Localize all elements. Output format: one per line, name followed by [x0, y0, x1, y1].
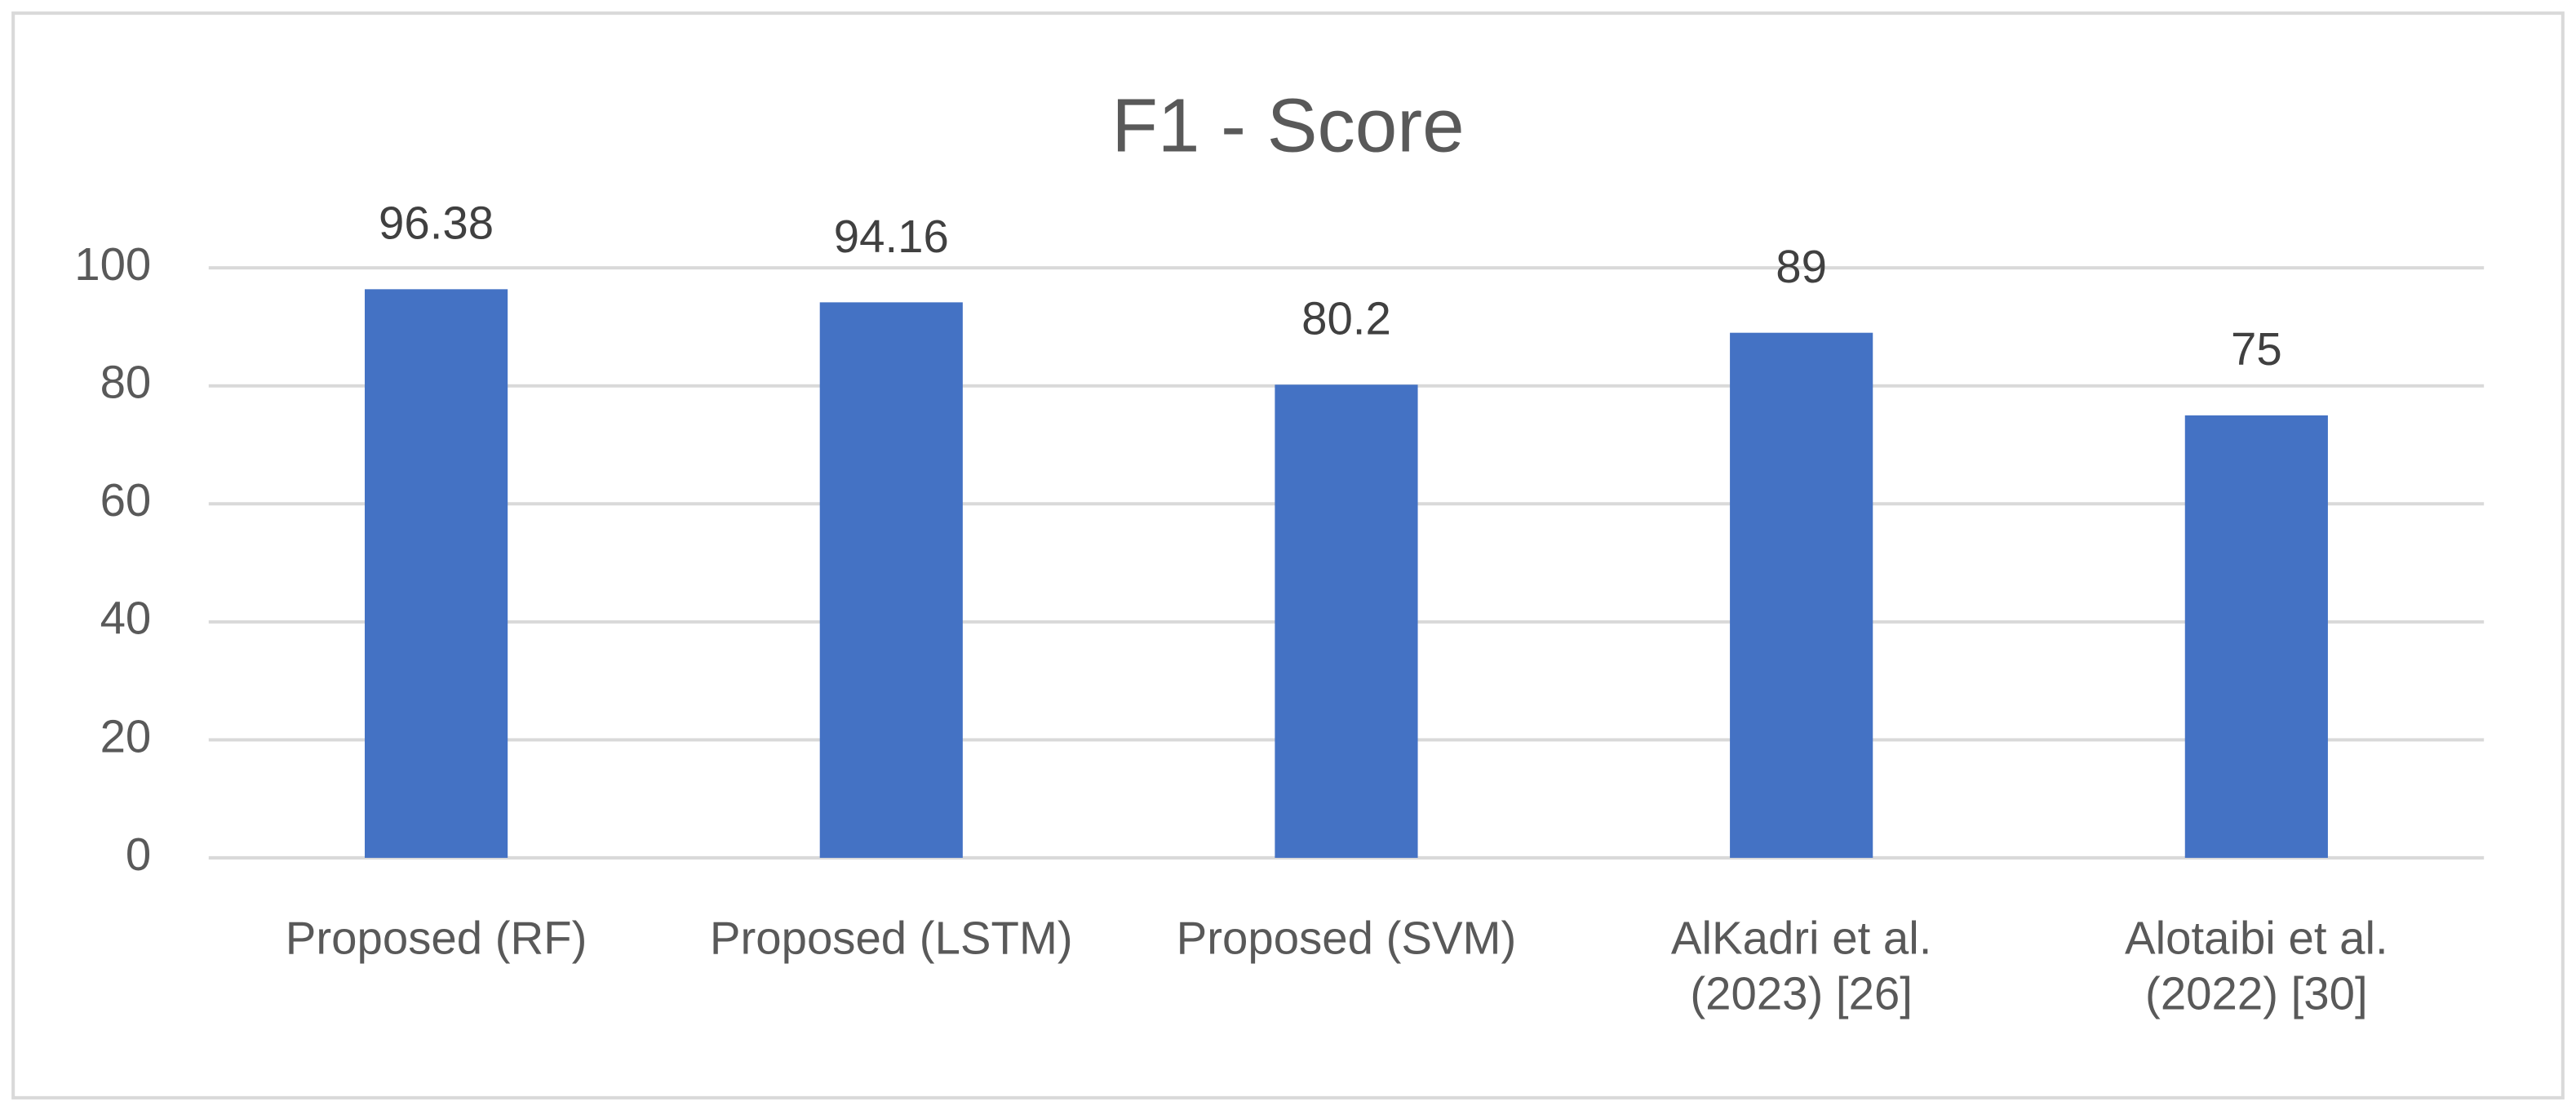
- y-tick-label: 100: [74, 238, 151, 290]
- y-tick-label: 0: [126, 828, 151, 880]
- bar: [1730, 332, 1873, 858]
- bar: [819, 302, 963, 858]
- value-label: 94.16: [834, 211, 949, 262]
- value-label: 75: [2231, 323, 2282, 375]
- bar: [2184, 415, 2328, 858]
- bar: [365, 289, 508, 858]
- x-tick-label: Alotaibi et al. (2022) [30]: [2125, 913, 2388, 1019]
- x-tick-label: Proposed (SVM): [1177, 913, 1517, 964]
- chart-title: F1 - Score: [1111, 83, 1464, 168]
- y-tick-label: 60: [100, 474, 152, 526]
- value-label: 96.38: [379, 198, 494, 249]
- x-tick-label: Proposed (RF): [286, 913, 587, 964]
- x-tick-label: AlKadri et al. (2023) [26]: [1671, 913, 1932, 1019]
- bar: [1275, 384, 1418, 858]
- y-tick-label: 20: [100, 710, 152, 762]
- y-tick-label: 40: [100, 593, 152, 644]
- x-tick-label: Proposed (LSTM): [710, 913, 1073, 964]
- value-label: 89: [1776, 241, 1827, 292]
- value-label: 80.2: [1301, 293, 1391, 344]
- y-tick-label: 80: [100, 357, 152, 408]
